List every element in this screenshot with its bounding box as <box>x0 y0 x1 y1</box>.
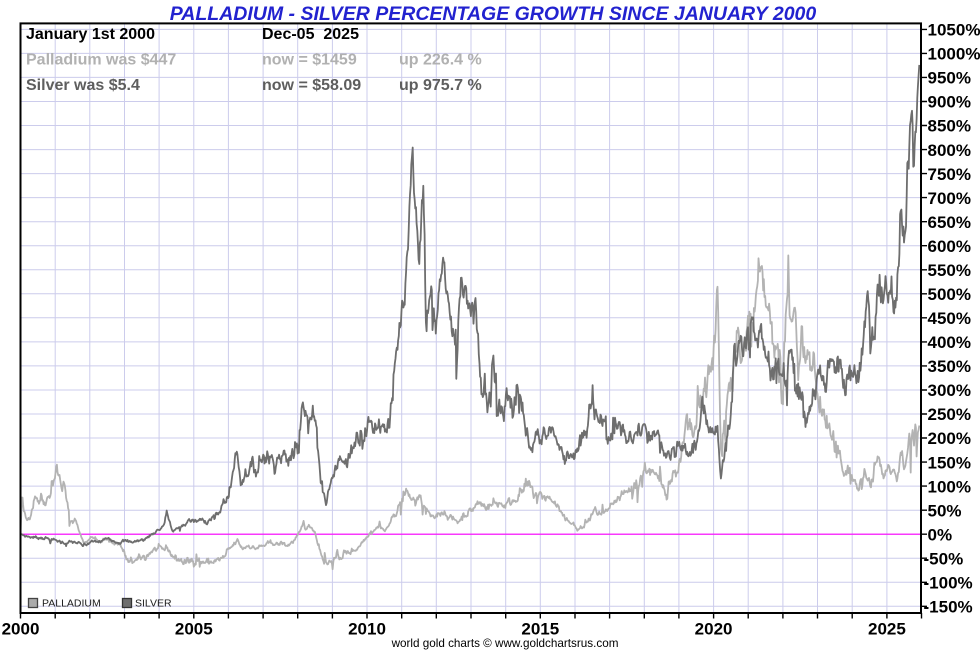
svg-text:1050%: 1050% <box>928 21 980 40</box>
svg-text:PALLADIUM: PALLADIUM <box>42 598 101 610</box>
svg-text:750%: 750% <box>928 165 971 184</box>
svg-text:2020: 2020 <box>695 619 733 638</box>
svg-text:900%: 900% <box>928 93 971 112</box>
svg-text:world gold charts © www.goldch: world gold charts © www.goldchartsrus.co… <box>391 637 619 650</box>
svg-text:250%: 250% <box>928 405 971 424</box>
svg-text:up 226.4 %: up 226.4 % <box>399 52 482 69</box>
svg-text:-150%: -150% <box>924 598 973 617</box>
svg-text:850%: 850% <box>928 117 971 136</box>
svg-text:now = $1459: now = $1459 <box>262 52 357 69</box>
svg-text:450%: 450% <box>928 309 971 328</box>
svg-text:550%: 550% <box>928 261 971 280</box>
svg-text:800%: 800% <box>928 141 971 160</box>
svg-text:-50%: -50% <box>924 549 964 568</box>
svg-text:150%: 150% <box>928 453 971 472</box>
svg-text:500%: 500% <box>928 285 971 304</box>
svg-text:2025: 2025 <box>868 619 906 638</box>
svg-text:650%: 650% <box>928 213 971 232</box>
svg-text:600%: 600% <box>928 237 971 256</box>
svg-text:200%: 200% <box>928 429 971 448</box>
svg-text:50%: 50% <box>928 501 962 520</box>
svg-text:January 1st 2000: January 1st 2000 <box>26 26 155 43</box>
svg-text:1000%: 1000% <box>928 45 980 64</box>
svg-text:2005: 2005 <box>175 619 213 638</box>
svg-text:700%: 700% <box>928 189 971 208</box>
svg-text:up 975.7 %: up 975.7 % <box>399 77 482 94</box>
svg-text:now = $58.09: now = $58.09 <box>262 77 361 94</box>
svg-text:950%: 950% <box>928 69 971 88</box>
svg-text:-100%: -100% <box>924 574 973 593</box>
svg-text:350%: 350% <box>928 357 971 376</box>
svg-text:2000: 2000 <box>2 619 40 638</box>
svg-text:2015: 2015 <box>521 619 559 638</box>
svg-text:2010: 2010 <box>348 619 386 638</box>
svg-text:Palladium was $447: Palladium was $447 <box>26 52 176 69</box>
svg-text:Silver was $5.4: Silver was $5.4 <box>26 77 140 94</box>
svg-text:0%: 0% <box>928 525 953 544</box>
svg-text:300%: 300% <box>928 381 971 400</box>
svg-text:Dec-05 2025: Dec-05 2025 <box>262 26 359 43</box>
svg-text:SILVER: SILVER <box>135 598 172 610</box>
svg-text:400%: 400% <box>928 333 971 352</box>
svg-text:100%: 100% <box>928 477 971 496</box>
svg-text:PALLADIUM - SILVER PERCENTAGE: PALLADIUM - SILVER PERCENTAGE GROWTH SIN… <box>170 3 817 25</box>
